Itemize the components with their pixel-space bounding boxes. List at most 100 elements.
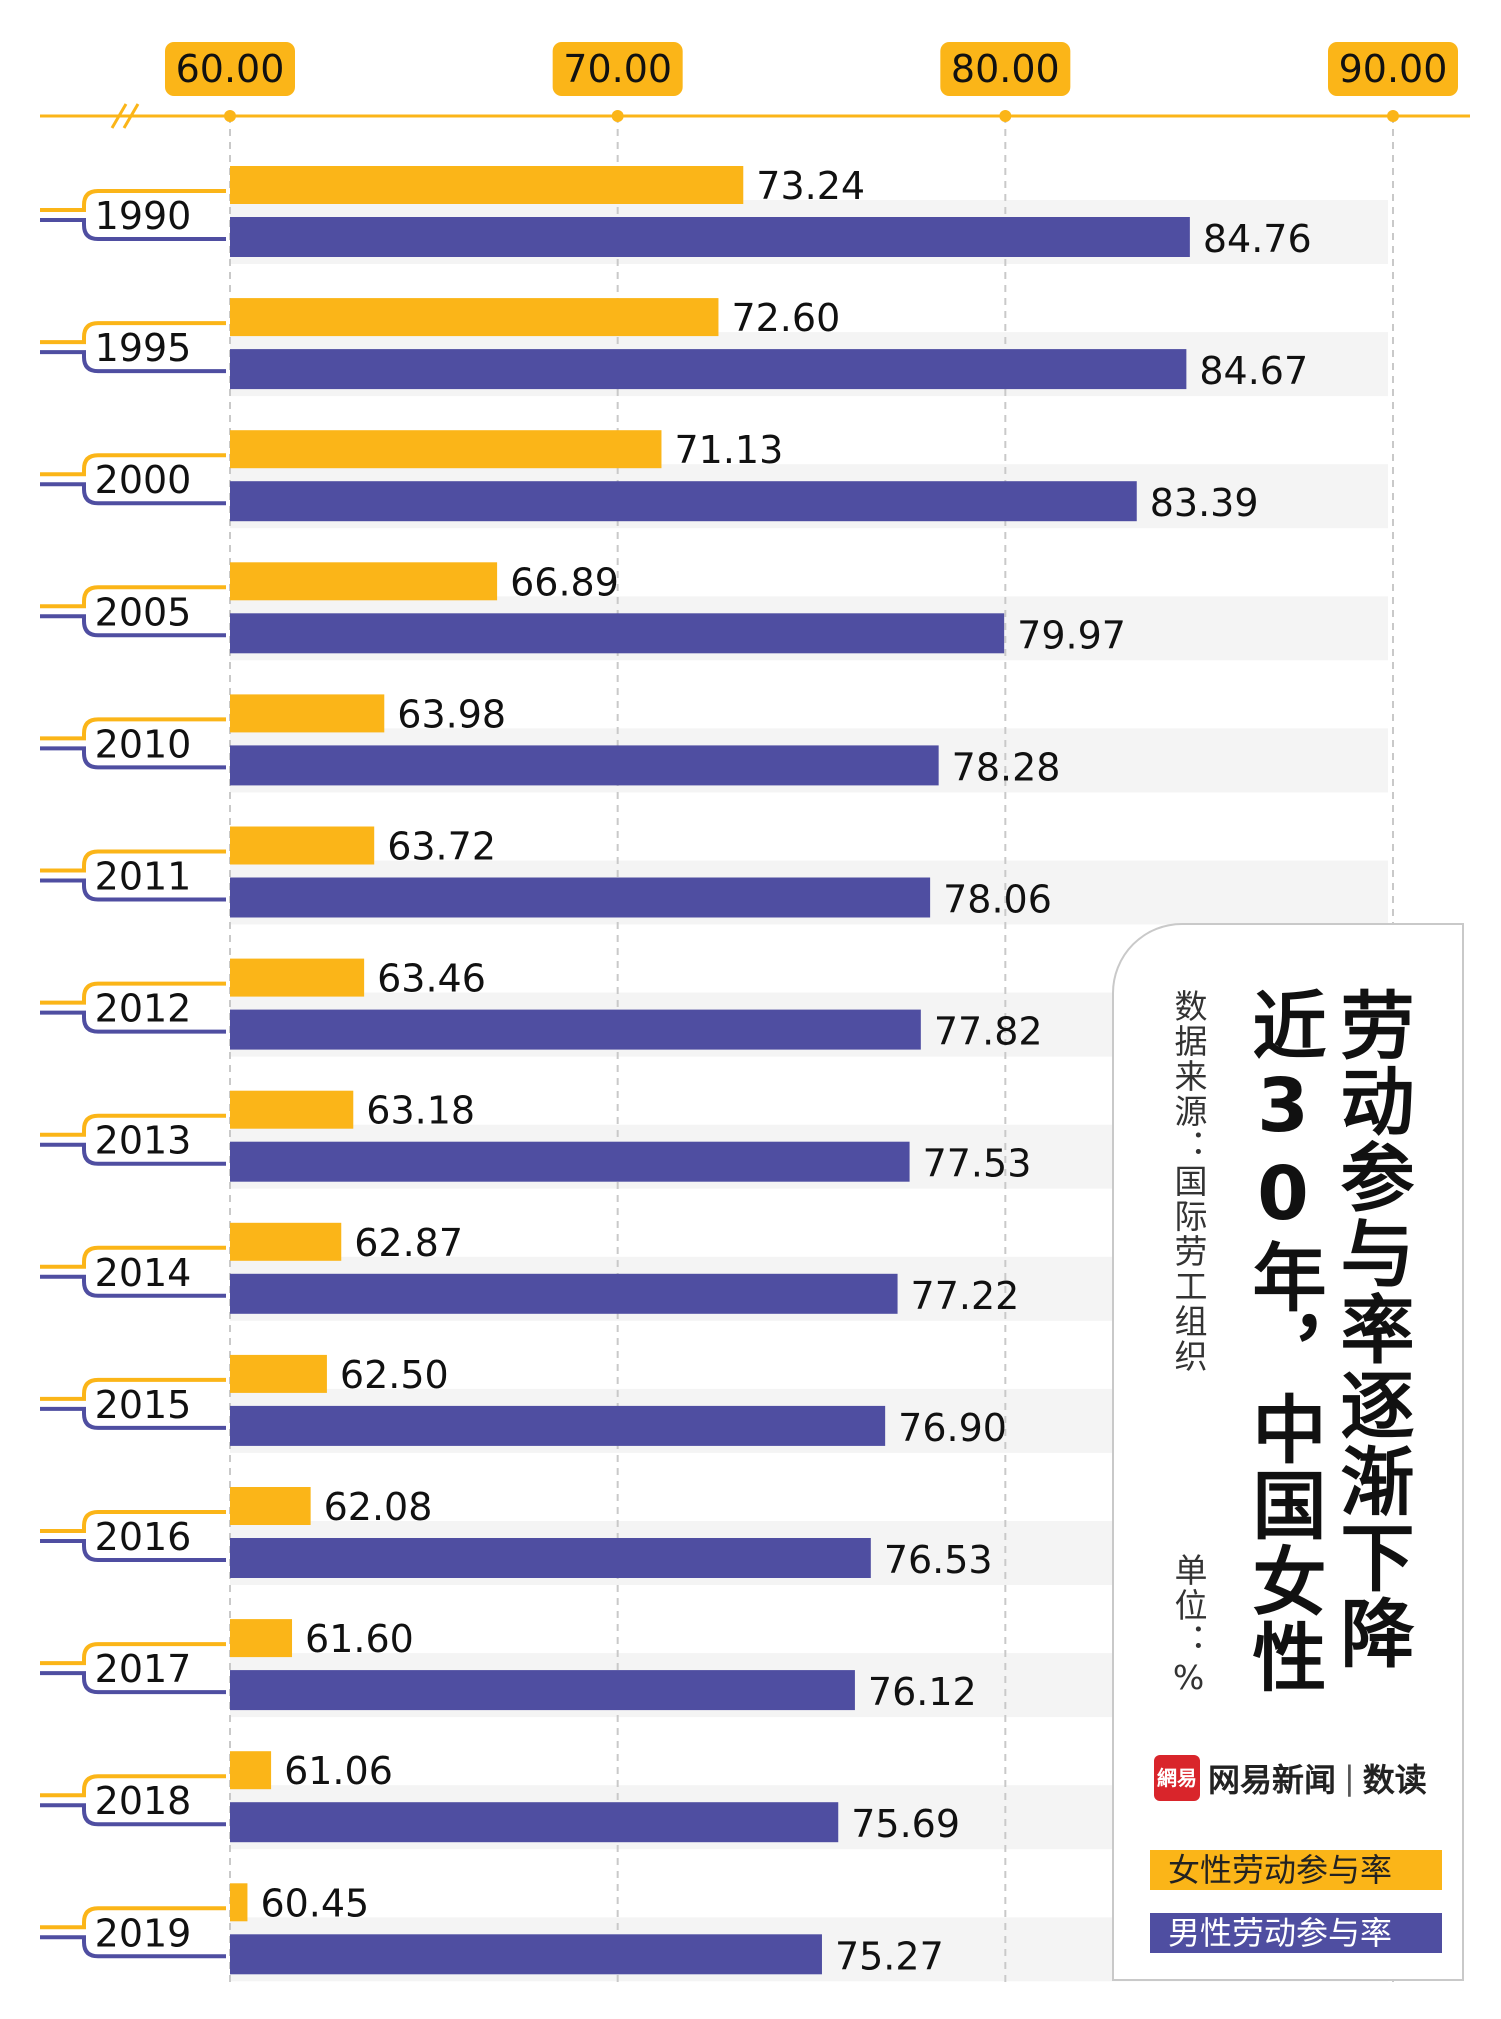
year-bracket-top xyxy=(40,1906,226,1930)
year-bracket-top xyxy=(40,1245,226,1269)
data-source: 数据来源：国际劳工组织 xyxy=(1169,989,1208,1374)
male-bar xyxy=(230,1405,886,1446)
year-label: 1995 xyxy=(95,326,192,370)
male-bar xyxy=(230,1009,921,1050)
year-label: 2019 xyxy=(95,1911,192,1955)
male-bar xyxy=(230,1670,855,1711)
male-bar xyxy=(230,349,1187,390)
year-bracket-top xyxy=(40,1642,226,1666)
female-bar xyxy=(230,694,385,733)
year-label: 1990 xyxy=(95,194,192,238)
year-bracket-bottom xyxy=(40,614,226,638)
year-bracket-bottom xyxy=(40,746,226,770)
year-label: 2018 xyxy=(95,1779,192,1823)
x-tick-label: 80.00 xyxy=(951,47,1060,91)
year-bracket-top xyxy=(40,189,226,212)
brand: 網易 网易新闻 | 数读 xyxy=(1154,1755,1427,1801)
year-label: 2011 xyxy=(95,855,192,899)
female-bar xyxy=(230,1222,342,1261)
female-value-label: 62.87 xyxy=(354,1221,463,1265)
brand-sub: 数读 xyxy=(1362,1761,1427,1799)
year-bracket-top xyxy=(40,1113,226,1137)
x-tick-dot xyxy=(611,110,624,122)
year-label: 2016 xyxy=(95,1515,192,1559)
x-tick-dot xyxy=(999,110,1012,122)
chart-subtitle: 近30年，中国女性 xyxy=(1240,987,1326,1695)
x-tick-dot xyxy=(1387,110,1399,122)
year-bracket-bottom xyxy=(40,1935,226,1959)
year-bracket-top xyxy=(40,849,226,873)
x-tick-label: 90.00 xyxy=(1339,47,1448,91)
male-value-label: 84.67 xyxy=(1199,349,1308,393)
male-bar xyxy=(230,481,1137,522)
male-value-label: 83.39 xyxy=(1150,481,1259,525)
male-bar xyxy=(230,613,1005,654)
axis-break-mark xyxy=(122,103,140,129)
year-bracket-bottom xyxy=(40,1010,226,1034)
male-bar xyxy=(230,1934,822,1975)
year-label: 2012 xyxy=(95,987,192,1031)
year-bracket-bottom xyxy=(40,1539,226,1562)
female-value-label: 63.18 xyxy=(366,1089,475,1133)
male-value-label: 78.28 xyxy=(952,745,1061,789)
female-value-label: 62.08 xyxy=(324,1485,433,1529)
male-value-label: 79.97 xyxy=(1017,613,1126,657)
female-value-label: 62.50 xyxy=(340,1353,449,1397)
year-bracket-bottom xyxy=(40,482,226,506)
female-bar xyxy=(230,1619,293,1658)
year-label: 2015 xyxy=(95,1383,192,1427)
year-bracket-bottom xyxy=(40,1671,226,1695)
year-bracket-bottom xyxy=(40,350,226,374)
title-card: 劳动参与率逐渐下降 近30年，中国女性 数据来源：国际劳工组织 单位：% 網易 … xyxy=(1112,923,1464,1981)
x-tick-label: 60.00 xyxy=(176,47,285,91)
male-value-label: 77.82 xyxy=(934,1010,1043,1054)
male-value-label: 84.76 xyxy=(1203,217,1312,261)
x-tick-label: 70.00 xyxy=(563,47,672,91)
male-value-label: 77.53 xyxy=(923,1142,1032,1186)
female-bar xyxy=(230,1883,248,1922)
female-bar xyxy=(230,430,662,469)
year-label: 2000 xyxy=(95,458,192,502)
year-bracket-top xyxy=(40,1377,226,1401)
male-bar xyxy=(230,217,1190,257)
year-bracket-bottom xyxy=(40,1406,226,1430)
female-bar xyxy=(230,562,498,601)
year-bracket-top xyxy=(40,981,226,1005)
female-bar xyxy=(230,1354,327,1393)
female-value-label: 61.06 xyxy=(284,1749,393,1793)
axis-break-mark xyxy=(110,103,128,129)
year-bracket-top xyxy=(40,1774,226,1798)
male-bar xyxy=(230,877,931,918)
year-label: 2005 xyxy=(95,590,192,634)
year-bracket-bottom xyxy=(40,1274,226,1298)
brand-separator: | xyxy=(1344,1759,1355,1797)
male-value-label: 77.22 xyxy=(911,1274,1020,1318)
male-value-label: 76.12 xyxy=(868,1670,977,1714)
year-bracket-top xyxy=(40,585,226,609)
legend-male: 男性劳动参与率 xyxy=(1150,1913,1442,1953)
year-label: 2013 xyxy=(95,1119,192,1163)
female-bar xyxy=(230,1090,354,1129)
male-bar xyxy=(230,1273,898,1314)
male-bar xyxy=(230,1538,871,1578)
female-bar xyxy=(230,166,744,204)
chart-title: 劳动参与率逐渐下降 xyxy=(1328,987,1414,1671)
year-bracket-bottom xyxy=(40,218,226,241)
x-tick-dot xyxy=(224,110,236,122)
year-bracket-bottom xyxy=(40,878,226,902)
female-bar xyxy=(230,1487,311,1525)
year-bracket-top xyxy=(40,1510,226,1533)
legend-female: 女性劳动参与率 xyxy=(1150,1850,1442,1890)
year-bracket-bottom xyxy=(40,1142,226,1166)
female-value-label: 73.24 xyxy=(756,164,865,208)
x-tick-badge xyxy=(1328,42,1458,96)
brand-name: 网易新闻 xyxy=(1208,1761,1337,1799)
male-value-label: 76.90 xyxy=(898,1406,1007,1450)
female-bar xyxy=(230,298,719,337)
x-tick-badge xyxy=(552,42,683,96)
x-tick-badge xyxy=(940,42,1071,96)
male-value-label: 75.69 xyxy=(851,1802,960,1846)
female-value-label: 72.60 xyxy=(731,296,840,340)
male-value-label: 76.53 xyxy=(884,1538,993,1582)
male-value-label: 78.06 xyxy=(943,878,1052,922)
